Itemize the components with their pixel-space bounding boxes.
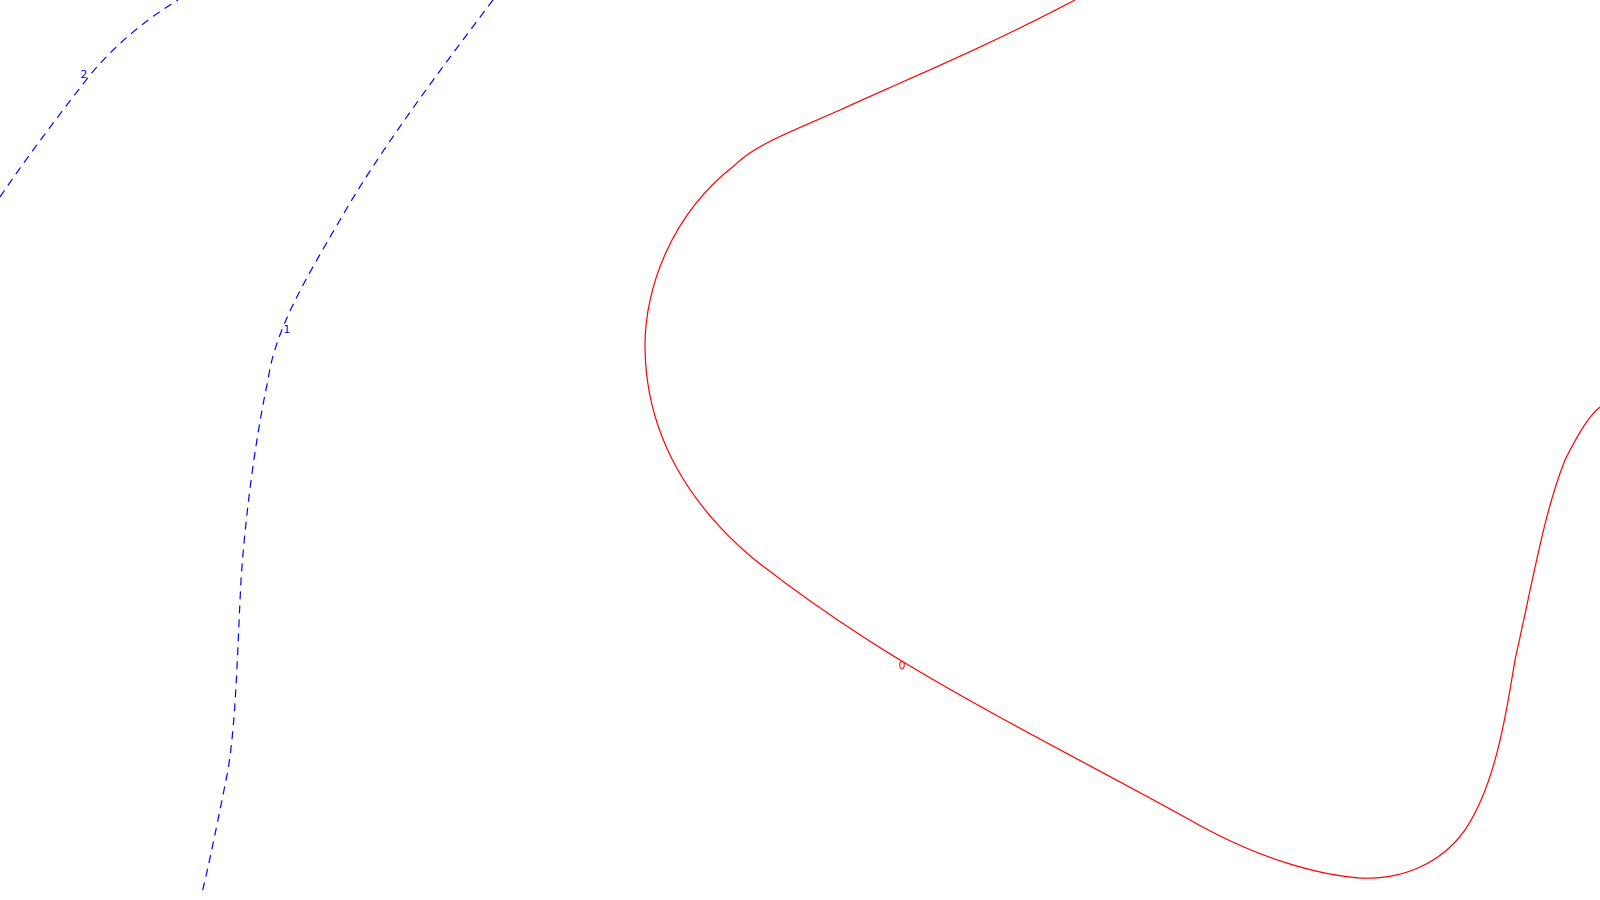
contour-label-level-1: 1 (284, 323, 291, 336)
contour-line-level-1 (201, 0, 494, 894)
contour-label-level-2: 2 (81, 68, 88, 81)
contour-line-level-2 (0, 0, 179, 198)
contour-line-level-0 (644, 0, 1600, 879)
contour-label-level-0: 0 (899, 659, 906, 672)
